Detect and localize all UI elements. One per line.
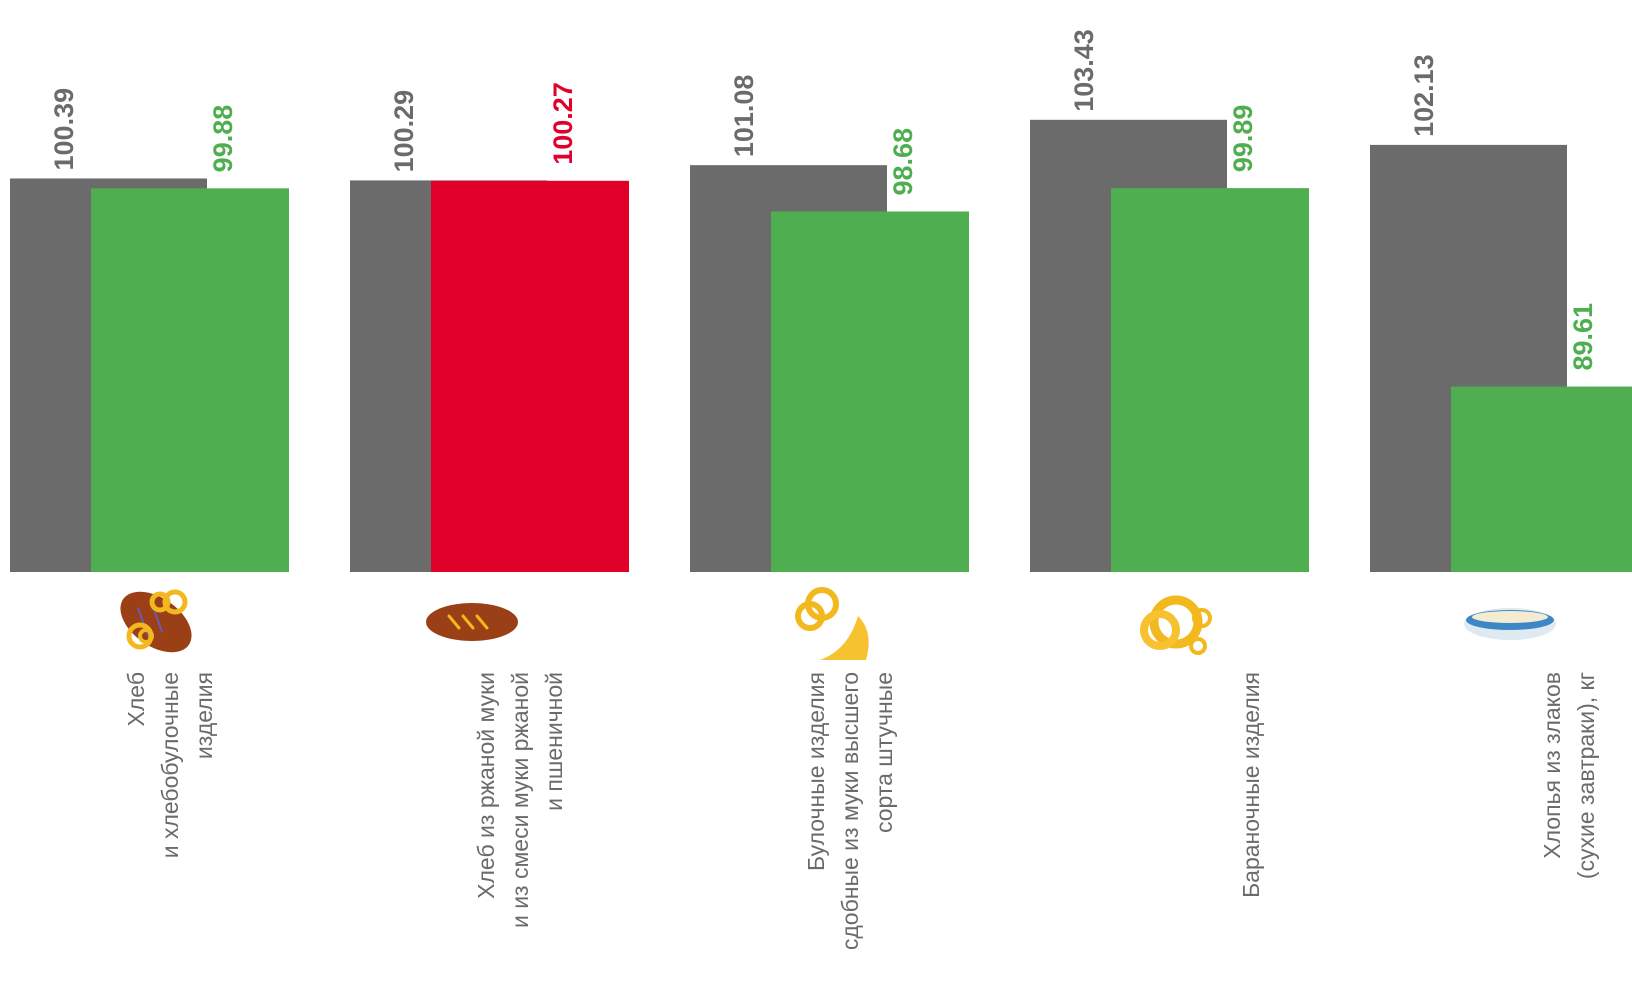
rye-loaf-icon — [426, 603, 518, 641]
value-label-series1-5: 102.13 — [1409, 54, 1439, 137]
value-label-series1-4: 103.43 — [1069, 29, 1099, 112]
category-label-1-line-1: Хлеб — [123, 672, 149, 726]
value-label-series2-5: 89.61 — [1568, 303, 1598, 371]
category-label-4-line-1: Бараночные изделия — [1238, 672, 1264, 898]
category-label-3-line-3: сорта штучные — [871, 672, 897, 833]
category-label-1-line-2: и хлебобулочные — [157, 672, 183, 858]
bread-and-pretzels-icon — [120, 589, 192, 653]
category-label-1-line-3: изделия — [191, 672, 217, 759]
category-label-5-line-1: Хлопья из злаков — [1539, 672, 1565, 859]
category-label-2-line-1: Хлеб из ржаной муки — [473, 672, 499, 899]
category-label-5-line-2: (сухие завтраки), кг — [1573, 672, 1599, 879]
category-labels: Хлеб и хлебобулочные изделия Хлеб из ржаной… — [123, 672, 1599, 950]
value-labels: 100.39 99.88 100.29 100.27 101.08 98.68 103.43… — [49, 29, 1598, 370]
category-label-3-line-2: сдобные из муки высшего — [837, 672, 863, 950]
bar-series2-2 — [431, 180, 629, 572]
bar-series2-5 — [1451, 386, 1632, 572]
bagel-rings-icon — [1140, 595, 1212, 655]
bar-series2-3 — [771, 211, 969, 572]
value-label-series1-2: 100.29 — [389, 90, 419, 173]
category-label-2-line-2: и из смеси муки ржаной — [507, 672, 533, 928]
value-label-series2-1: 99.88 — [208, 105, 238, 173]
cereal-bowl-icon — [1464, 608, 1556, 640]
value-label-series2-3: 98.68 — [888, 128, 918, 196]
value-label-series1-1: 100.39 — [49, 88, 79, 171]
series-2-bars — [91, 180, 1632, 573]
value-label-series2-4: 99.89 — [1228, 105, 1258, 173]
category-label-2-line-3: и пшеничной — [541, 672, 567, 811]
bar-series2-1 — [91, 188, 289, 573]
value-label-series1-3: 101.08 — [729, 75, 759, 158]
category-label-3-line-1: Булочные изделия — [803, 672, 829, 871]
pretzel-croissant-icon — [795, 587, 869, 660]
value-label-series2-2: 100.27 — [548, 82, 578, 165]
category-icons — [120, 587, 1556, 660]
bar-series2-4 — [1111, 188, 1309, 573]
